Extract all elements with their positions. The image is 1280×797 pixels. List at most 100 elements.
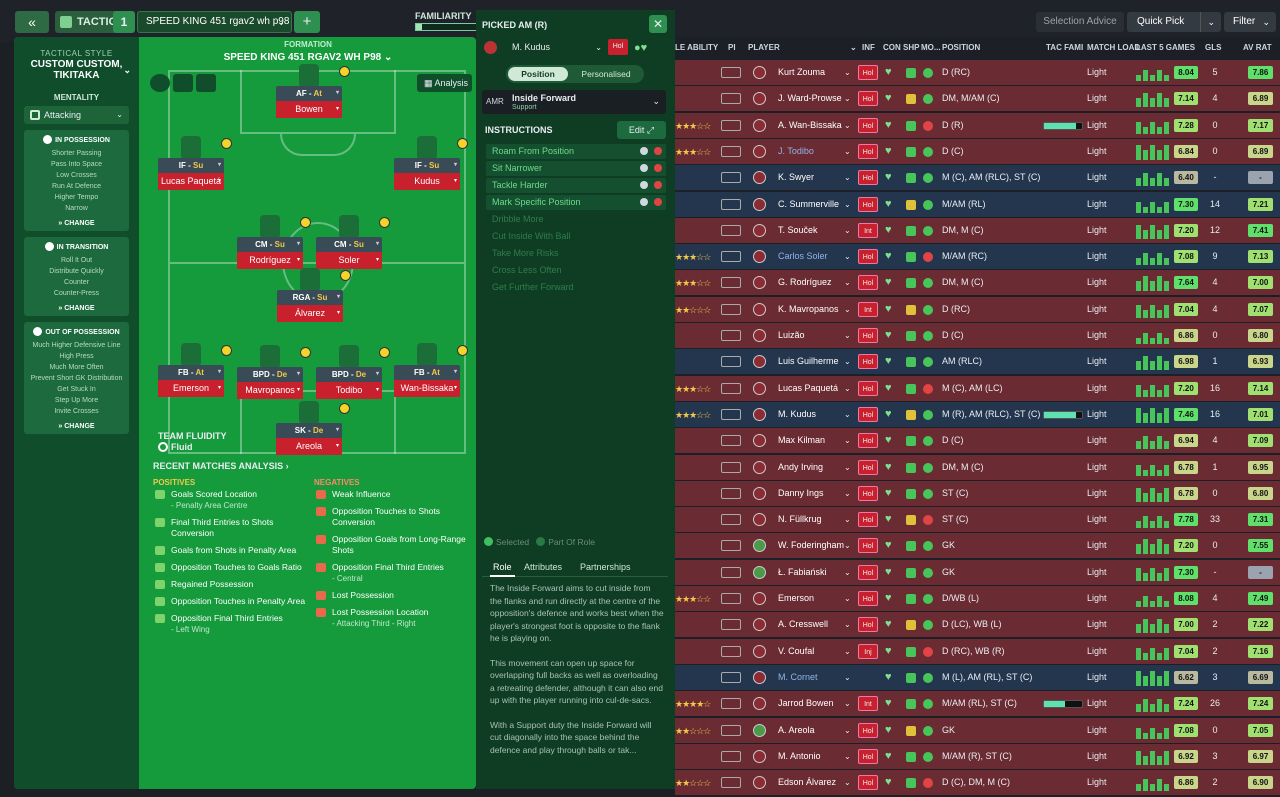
chevron-down-icon[interactable]: ⌄: [844, 567, 851, 577]
instruction-item[interactable]: Take More Risks: [486, 246, 666, 261]
player-name[interactable]: Emerson: [778, 593, 815, 603]
player-name[interactable]: Kurt Zouma: [778, 67, 826, 77]
col-con[interactable]: CON: [883, 43, 901, 52]
player-info-icon[interactable]: [721, 356, 741, 368]
player-card[interactable]: FB - At ▾ Wan-Bissaka ▾: [394, 343, 468, 397]
player-role[interactable]: RGA - Su ▾: [277, 290, 343, 305]
col-shp[interactable]: SHP: [903, 43, 920, 52]
instruction-item[interactable]: Dribble More: [486, 212, 666, 227]
chevron-down-icon[interactable]: ⌄: [844, 146, 851, 156]
analysis-item[interactable]: Opposition Touches to Shots Conversion: [314, 506, 474, 528]
player-card[interactable]: BPD - De ▾ Mavropanos ▾: [237, 345, 311, 399]
col-inf[interactable]: INF: [862, 43, 875, 52]
player-name[interactable]: Ł. Fabiański: [778, 566, 827, 577]
player-info-icon[interactable]: [721, 408, 741, 420]
player-card[interactable]: IF - Su ▾ Kudus ▾: [394, 136, 468, 190]
table-row[interactable]: ★★★☆☆ Emerson ⌄ Hol ♥ D/WB (L) Light 8.08 4 7.49: [675, 586, 1280, 611]
chevron-down-icon[interactable]: ⌄: [1200, 12, 1215, 32]
chevron-down-icon[interactable]: ⌄: [844, 68, 851, 77]
remove-icon[interactable]: [654, 181, 662, 189]
table-row[interactable]: ★★★☆☆ Carlos Soler ⌄ Hol ♥ M/AM (RC) Light 7.08…: [675, 244, 1280, 270]
player-card[interactable]: BPD - De ▾ Todibo ▾: [316, 345, 390, 399]
analysis-item[interactable]: Opposition Final Third Entries - Central: [314, 562, 474, 584]
chevron-down-icon[interactable]: ⌄: [844, 331, 851, 340]
player-info-icon[interactable]: [721, 145, 741, 157]
table-row[interactable]: K. Swyer ⌄ Hol ♥ M (C), AM (RLC), ST (C) Ligh…: [675, 165, 1280, 191]
table-row[interactable]: Andy Irving ⌄ Hol ♥ DM, M (C) Light 6.78 1 6.95: [675, 454, 1280, 480]
chevron-down-icon[interactable]: ⌄: [844, 620, 851, 630]
instruction-item[interactable]: Cross Less Often: [486, 263, 666, 278]
player-info-icon[interactable]: [721, 435, 741, 447]
remove-icon[interactable]: [654, 147, 662, 155]
analysis-item[interactable]: Goals from Shots in Penalty Area: [153, 545, 313, 556]
col-tac[interactable]: TAC FAMI: [1046, 43, 1084, 52]
table-row[interactable]: Ł. Fabiański ⌄ Hol ♥ GK Light 7.30 - -: [675, 559, 1280, 585]
player-name[interactable]: Wan-Bissaka ▾: [394, 380, 460, 397]
recent-matches-analysis-link[interactable]: RECENT MATCHES ANALYSIS ›: [153, 461, 289, 471]
instruction-item[interactable]: Tackle Harder: [486, 178, 666, 193]
add-tactic-button[interactable]: +: [294, 11, 320, 33]
col-position[interactable]: POSITION: [942, 43, 981, 52]
player-info-icon[interactable]: [721, 566, 741, 578]
table-row[interactable]: ★★★☆☆ J. Todibo ⌄ Hol ♥ D (C) Light 6.84 0 6.89: [675, 138, 1280, 164]
chevron-down-icon[interactable]: ⌄: [844, 304, 851, 314]
player-info-icon[interactable]: [721, 224, 741, 236]
chevron-down-icon[interactable]: ⌄: [844, 383, 851, 393]
player-info-icon[interactable]: [721, 67, 741, 78]
table-row[interactable]: ★★☆☆☆ A. Areola ⌄ Hol ♥ GK Light 7.08 0 7.05: [675, 717, 1280, 743]
analysis-item[interactable]: Opposition Touches in Penalty Area: [153, 596, 313, 607]
chevron-down-icon[interactable]: ⌄: [844, 594, 851, 603]
table-row[interactable]: ★★☆☆☆ Edson Álvarez ⌄ Hol ♥ D (C), DM, M (C) L…: [675, 770, 1280, 796]
player-info-icon[interactable]: [721, 119, 741, 131]
tactical-style-select[interactable]: CUSTOM CUSTOM, TIKITAKA ⌄: [30, 59, 131, 81]
player-role[interactable]: CM - Su ▾: [316, 237, 382, 252]
player-name[interactable]: Areola ▾: [276, 438, 342, 455]
chevron-down-icon[interactable]: ⌄: [844, 515, 851, 525]
role-select[interactable]: AMR Inside Forward Support ⌄: [482, 90, 666, 114]
table-row[interactable]: ★★☆☆☆ K. Mavropanos ⌄ Int ♥ D (RC) Light 7.04 4 7…: [675, 296, 1280, 322]
chevron-down-icon[interactable]: ⌄: [844, 199, 851, 209]
remove-icon[interactable]: [654, 198, 662, 206]
player-role[interactable]: IF - Su ▾: [158, 158, 224, 173]
player-name[interactable]: J. Ward-Prowse: [778, 93, 842, 104]
analysis-item[interactable]: Weak Influence: [314, 489, 474, 500]
player-role[interactable]: CM - Su ▾: [237, 237, 303, 252]
chevron-down-icon[interactable]: ⌄: [844, 778, 851, 788]
analysis-item[interactable]: Goals Scored Location - Penalty Area Cent…: [153, 489, 313, 511]
gear-icon[interactable]: [640, 164, 648, 172]
analysis-item[interactable]: Lost Possession Location - Attacking Thir…: [314, 607, 474, 629]
table-row[interactable]: M. Cornet ⌄ ♥ M (L), AM (RL), ST (C) Light 6.…: [675, 664, 1280, 690]
remove-icon[interactable]: [654, 164, 662, 172]
analysis-button[interactable]: ▦ Analysis: [417, 74, 472, 92]
player-role[interactable]: AF - At ▾: [276, 86, 342, 101]
formation-select[interactable]: SPEED KING 451 RGAV2 WH P98 ⌄: [223, 52, 393, 63]
player-info-icon[interactable]: [721, 724, 741, 736]
tab-position[interactable]: Position: [508, 67, 568, 81]
player-card[interactable]: SK - De ▾ Areola ▾: [276, 401, 350, 455]
player-name[interactable]: K. Mavropanos: [778, 303, 839, 314]
player-info-icon[interactable]: [721, 645, 741, 657]
table-row[interactable]: J. Ward-Prowse ⌄ Hol ♥ DM, M/AM (C) Light 7.14…: [675, 86, 1280, 112]
player-name[interactable]: C. Summerville: [778, 198, 840, 209]
tab-partnerships[interactable]: Partnerships: [580, 562, 631, 572]
chevron-down-icon[interactable]: ⌄: [844, 278, 851, 288]
gear-icon[interactable]: [640, 198, 648, 206]
player-name[interactable]: Danny Ings: [778, 487, 824, 498]
player-info-icon[interactable]: [721, 330, 741, 341]
tactics-tab[interactable]: TACTICS: [55, 11, 132, 33]
player-role[interactable]: FB - At ▾: [158, 365, 224, 380]
table-row[interactable]: Max Kilman ⌄ Hol ♥ D (C) Light 6.94 4 7.09: [675, 428, 1280, 454]
player-info-icon[interactable]: [721, 619, 741, 631]
selection-advice-button[interactable]: Selection Advice: [1036, 12, 1124, 32]
player-name[interactable]: A. Cresswell: [778, 619, 829, 630]
player-name[interactable]: Lucas Paquetá ▾: [158, 173, 224, 190]
player-info-icon[interactable]: [721, 777, 741, 789]
col-mo[interactable]: MO...: [921, 43, 941, 52]
player-info-icon[interactable]: [721, 461, 741, 473]
player-info-icon[interactable]: [721, 671, 741, 683]
change-in-transition-button[interactable]: » CHANGE: [58, 305, 95, 312]
tactic-select[interactable]: SPEED KING 451 rgav2 wh p98 ⌄: [137, 11, 292, 33]
table-row[interactable]: Luizão ⌄ Hol ♥ D (C) Light 6.86 0 6.80: [675, 323, 1280, 348]
player-name[interactable]: J. Todibo: [778, 145, 814, 156]
change-out-of-possession-button[interactable]: » CHANGE: [58, 423, 95, 430]
